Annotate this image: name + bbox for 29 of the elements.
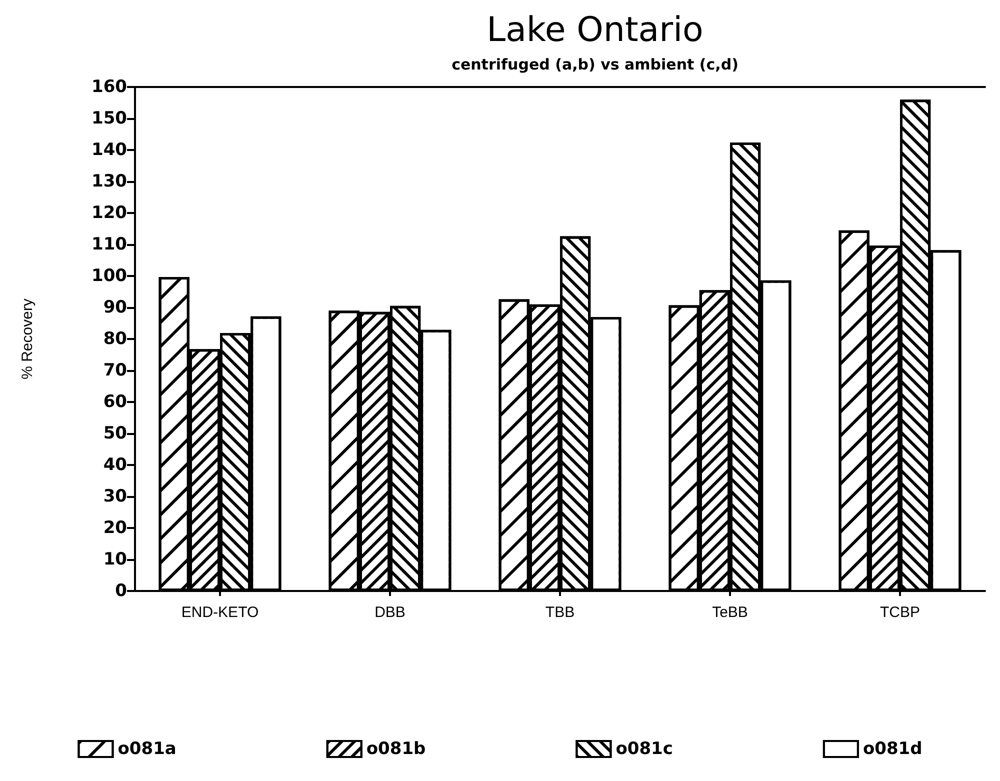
y-tick-label: 40 xyxy=(103,455,128,475)
y-tick-label: 30 xyxy=(103,486,128,506)
y-tick-label: 150 xyxy=(92,108,128,128)
x-tick-label: TBB xyxy=(545,604,575,621)
x-tick-label: DBB xyxy=(374,604,406,621)
y-tick-label: 140 xyxy=(92,140,128,160)
y-axis-title: % Recovery xyxy=(19,298,36,380)
legend-label: o081a xyxy=(118,739,176,759)
x-tick-label: END-KETO xyxy=(181,604,259,621)
x-tick-label: TCBP xyxy=(880,604,920,621)
y-tick-label: 120 xyxy=(92,203,128,223)
y-tick-label: 130 xyxy=(92,172,128,192)
y-tick-label: 80 xyxy=(103,329,128,349)
y-tick-label: 0 xyxy=(115,581,128,601)
legend-label: o081c xyxy=(616,739,673,759)
y-tick-label: 90 xyxy=(103,298,128,318)
y-tick-label: 10 xyxy=(103,550,128,570)
x-tick-label: TeBB xyxy=(712,604,748,621)
y-tick-label: 160 xyxy=(92,77,128,97)
legend-label: o081b xyxy=(366,739,426,759)
y-tick-label: 50 xyxy=(103,424,128,444)
y-tick-label: 70 xyxy=(103,360,128,380)
y-tick-label: 100 xyxy=(92,266,128,286)
legend-label: o081d xyxy=(862,739,922,759)
y-tick-label: 110 xyxy=(92,234,128,254)
chart-title: Lake Ontario xyxy=(486,10,704,50)
y-tick-label: 60 xyxy=(103,392,128,412)
y-tick-label: 20 xyxy=(103,518,128,538)
chart-subtitle: centrifuged (a,b) vs ambient (c,d) xyxy=(452,56,738,74)
